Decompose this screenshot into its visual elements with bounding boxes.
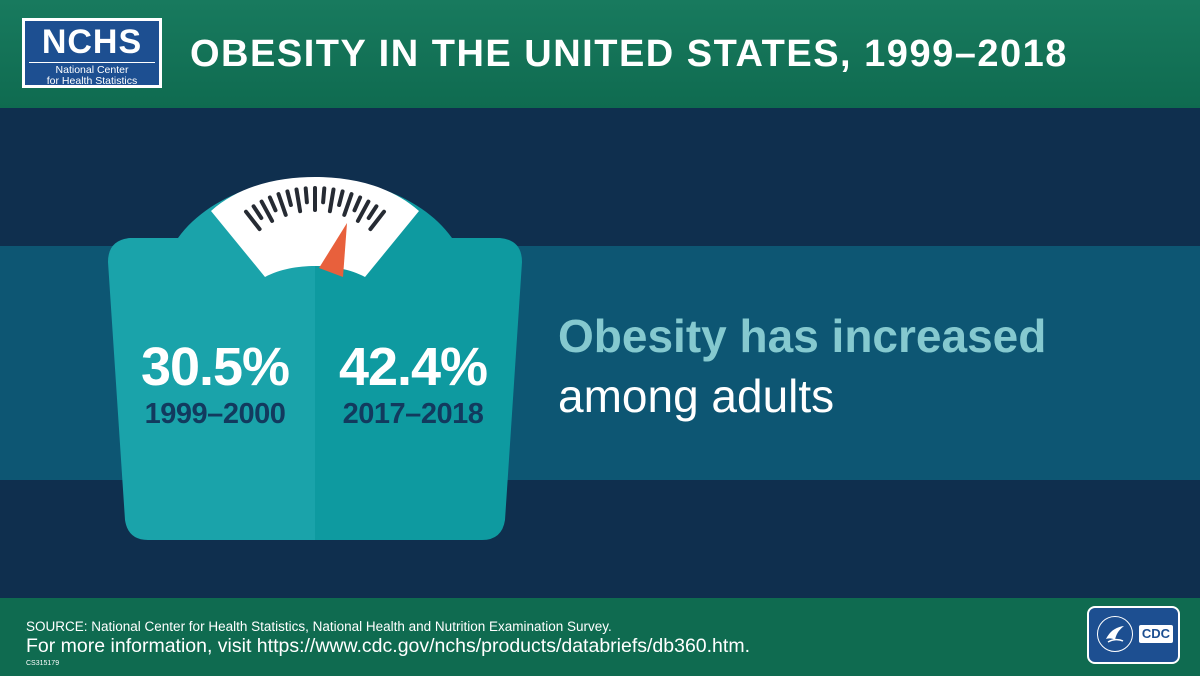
scale-tick [267,195,278,213]
scale-tick [244,209,262,232]
nchs-logo-line2: for Health Statistics [46,75,138,87]
scale-tick [355,199,371,223]
nchs-logo[interactable]: NCHS National Center for Health Statisti… [22,18,162,88]
header-bar [0,0,1200,108]
scale-dial-ticks [244,186,386,232]
scale-tick [337,189,345,207]
stat-value-left: 30.5% [140,337,290,397]
document-code: CS315179 [26,660,60,667]
scale-tick [366,204,379,220]
stat-1999-2000: 30.5% 1999–2000 [120,337,310,431]
stat-2017-2018: 42.4% 2017–2018 [318,337,508,431]
scale-tick [259,199,275,223]
cdc-wordmark-text: CDC [1141,626,1171,641]
cdc-wordmark: CDC [1139,625,1173,643]
scale-tick [294,187,303,214]
more-info-link[interactable]: For more information, visit https://www.… [26,635,750,657]
headline-line2: among adults [558,370,835,422]
scale-tick [251,204,264,220]
scale-tick [352,195,363,213]
stat-period-left: 1999–2000 [144,398,286,430]
nchs-logo-divider [29,62,155,63]
scale-tick [285,189,293,207]
source-text: SOURCE: National Center for Health Stati… [26,619,612,634]
cdc-logo[interactable]: CDC [1087,606,1180,664]
page-title: OBESITY IN THE UNITED STATES, 1999–2018 [190,33,1068,75]
stat-value-right: 42.4% [338,337,488,397]
scale-tick [321,186,327,205]
scale-tick [342,192,354,217]
hhs-seal-graphic [1106,626,1124,643]
nchs-logo-line1: National Center [55,64,129,76]
scale-tick [303,186,309,205]
nchs-logo-abbr: NCHS [41,23,143,61]
scale-tick [276,192,288,217]
hhs-seal-icon [1097,616,1133,652]
footer-bar [0,598,1200,676]
nchs-logo-inner: NCHS National Center for Health Statisti… [25,21,159,87]
headline-line1: Obesity has increased [558,310,1047,362]
scale-tick [368,209,386,232]
stat-period-right: 2017–2018 [342,398,484,430]
scale-tick [327,187,336,214]
scale-needle-icon [319,223,347,277]
